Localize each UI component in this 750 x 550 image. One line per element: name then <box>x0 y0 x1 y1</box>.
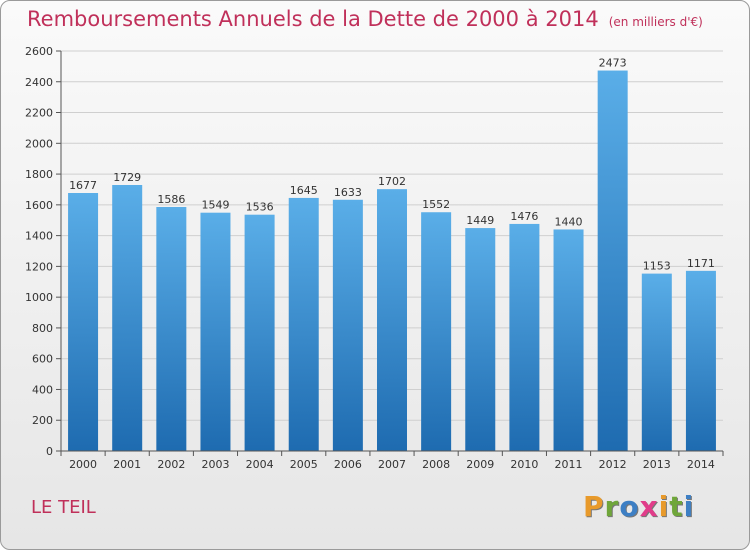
bar-value-label: 1153 <box>643 260 671 273</box>
bar-value-label: 1536 <box>246 201 274 214</box>
bar <box>288 197 319 451</box>
bar-value-label: 1729 <box>113 171 141 184</box>
bar-value-label: 1633 <box>334 186 362 199</box>
x-tick-label: 2003 <box>201 458 229 471</box>
logo-letter: i <box>683 490 695 523</box>
bar-value-label: 1645 <box>290 184 318 197</box>
bar-value-label: 2473 <box>599 57 627 70</box>
bar-value-label: 1552 <box>422 198 450 211</box>
y-tick-label: 2000 <box>25 137 53 150</box>
bar-value-label: 1449 <box>466 214 494 227</box>
x-tick-label: 2013 <box>643 458 671 471</box>
bar-value-label: 1586 <box>157 193 185 206</box>
logo-letter: r <box>604 490 620 523</box>
x-tick-label: 2011 <box>555 458 583 471</box>
chart-title-text: Remboursements Annuels de la Dette de 20… <box>27 7 599 31</box>
bar-value-label: 1440 <box>555 215 583 228</box>
x-tick-label: 2004 <box>246 458 274 471</box>
bar-value-label: 1476 <box>510 210 538 223</box>
x-tick-label: 2014 <box>687 458 715 471</box>
proxiti-logo: Proxiti <box>583 490 694 523</box>
bar-value-label: 1549 <box>201 199 229 212</box>
x-tick-label: 2002 <box>157 458 185 471</box>
y-tick-label: 2600 <box>25 45 53 58</box>
x-tick-label: 2012 <box>599 458 627 471</box>
bar <box>597 70 628 452</box>
x-tick-label: 2001 <box>113 458 141 471</box>
x-tick-label: 2008 <box>422 458 450 471</box>
x-tick-label: 2009 <box>466 458 494 471</box>
y-tick-label: 2200 <box>25 107 53 120</box>
y-tick-label: 1000 <box>25 291 53 304</box>
y-tick-label: 2400 <box>25 76 53 89</box>
bar <box>685 270 716 451</box>
bar <box>553 229 584 451</box>
logo-letter: i <box>658 490 670 523</box>
y-tick-label: 200 <box>32 414 53 427</box>
bar <box>509 223 540 451</box>
y-tick-label: 1800 <box>25 168 53 181</box>
x-tick-label: 2000 <box>69 458 97 471</box>
bar <box>377 189 407 451</box>
y-tick-label: 1400 <box>25 230 53 243</box>
y-tick-label: 800 <box>32 322 53 335</box>
bar <box>68 193 99 451</box>
x-tick-label: 2006 <box>334 458 362 471</box>
bar <box>421 212 452 451</box>
y-tick-label: 0 <box>46 445 53 458</box>
y-tick-label: 600 <box>32 353 53 366</box>
bar <box>244 214 275 451</box>
chart-subtitle: (en milliers d'€) <box>608 15 703 29</box>
bar <box>332 199 363 451</box>
bar <box>112 185 143 451</box>
x-tick-label: 2005 <box>290 458 318 471</box>
bar <box>200 212 231 451</box>
bar-value-label: 1677 <box>69 179 97 192</box>
y-tick-label: 400 <box>32 383 53 396</box>
data-labels: 1677 1729 1586 1549 1536 1645 1633 1702 1552 1449… <box>69 57 715 273</box>
bar-value-label: 1171 <box>687 257 715 270</box>
bar <box>465 228 496 451</box>
logo-letter: t <box>669 490 684 523</box>
logo-letter: o <box>619 490 640 523</box>
x-axis-ticks: 2000 2001 2002 2003 2004 2005 2006 2007 2008 2009… <box>60 451 724 471</box>
bar <box>156 207 187 451</box>
x-tick-label: 2010 <box>510 458 538 471</box>
y-tick-label: 1200 <box>25 260 53 273</box>
y-axis-ticks: 0 200 400 600 800 1000 1200 1400 1600 1800 2000 220… <box>25 45 61 458</box>
axes <box>60 51 723 452</box>
y-tick-label: 1600 <box>25 199 53 212</box>
logo-letter: x <box>639 490 659 523</box>
x-tick-label: 2007 <box>378 458 406 471</box>
logo-letter: P <box>583 490 605 523</box>
chart-title: Remboursements Annuels de la Dette de 20… <box>27 7 703 31</box>
bar <box>641 273 672 451</box>
bars <box>68 70 716 452</box>
commune-name: LE TEIL <box>31 497 96 518</box>
bar-value-label: 1702 <box>378 175 406 188</box>
